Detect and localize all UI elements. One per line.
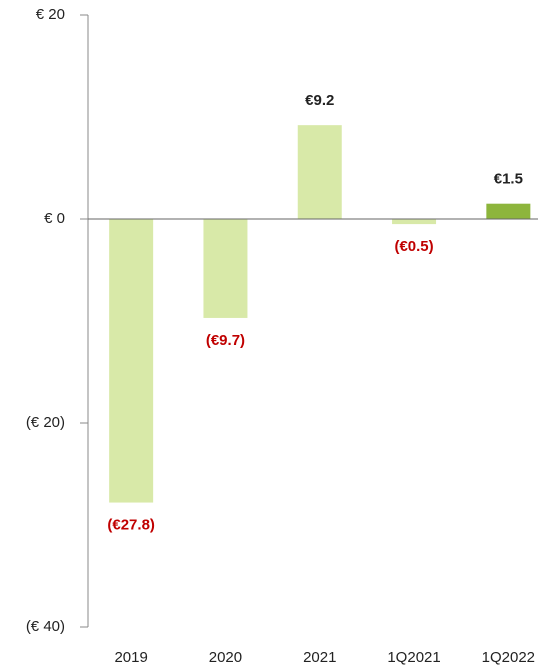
value-label: €1.5 [494,171,523,188]
bar [392,219,437,225]
value-label: (€27.8) [107,517,155,534]
value-label: (€0.5) [394,238,433,255]
x-tick-label: 2019 [114,649,147,666]
value-label: (€9.7) [206,332,245,349]
y-tick-label: € 20 [36,6,65,23]
bar [486,203,531,219]
y-tick-label: € 0 [44,210,65,227]
value-label: €9.2 [305,92,334,109]
x-tick-label: 2020 [209,649,242,666]
bar [297,125,342,219]
bar [203,219,248,318]
bar [109,219,154,503]
y-tick-label: (€ 20) [26,414,65,431]
x-tick-label: 2021 [303,649,336,666]
y-tick-label: (€ 40) [26,618,65,635]
x-tick-label: 1Q2022 [482,649,535,666]
x-tick-label: 1Q2021 [387,649,440,666]
